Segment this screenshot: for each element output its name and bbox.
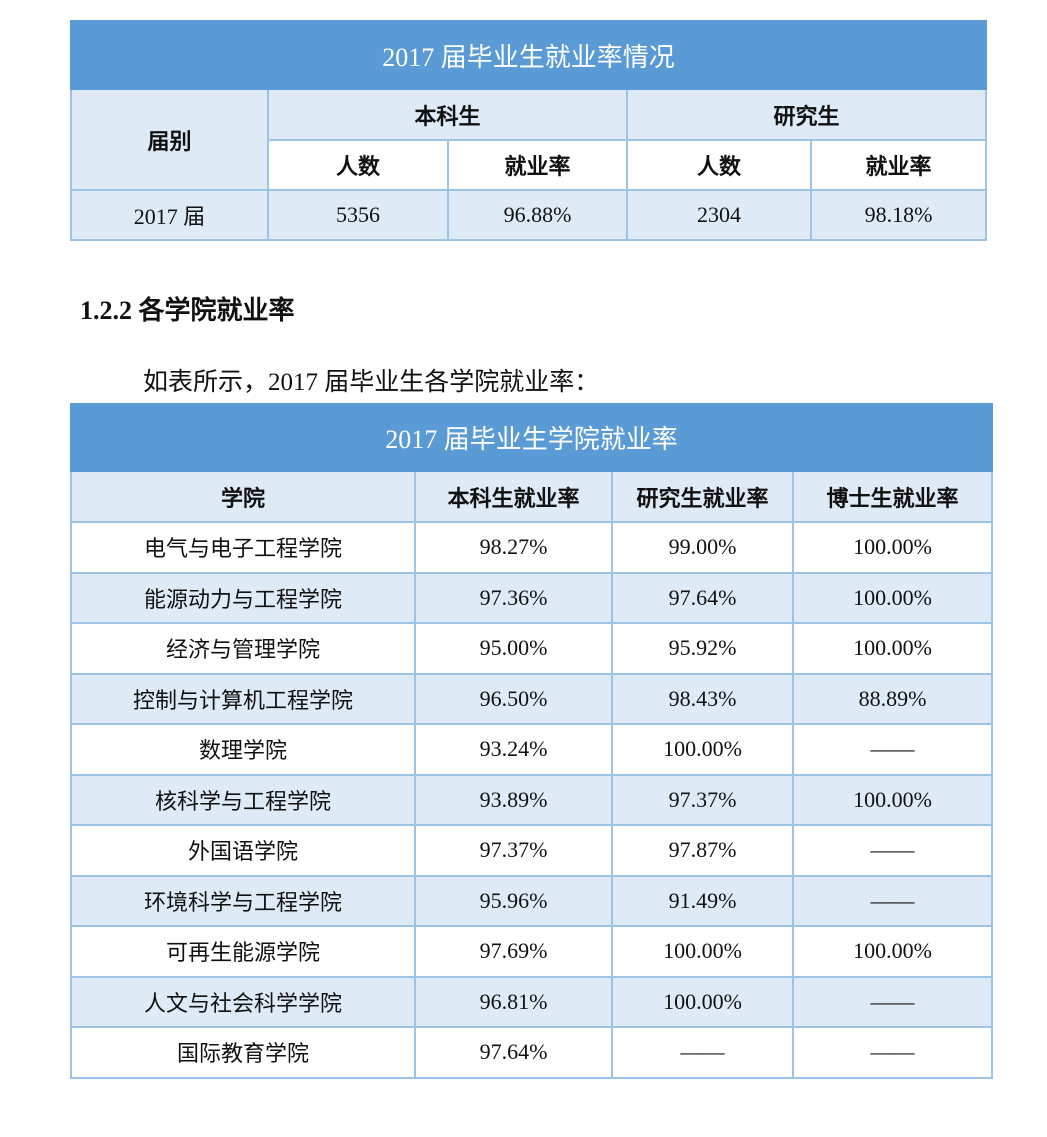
table-row: 外国语学院 97.37% 97.87% —— (70, 824, 994, 877)
table-cell: —— (791, 975, 994, 1028)
table-cell: 100.00% (611, 723, 794, 776)
column-header: 研究生就业率 (611, 470, 794, 523)
section-heading: 1.2.2 各学院就业率 (80, 296, 295, 325)
table-row: 电气与电子工程学院 98.27% 99.00% 100.00% (70, 521, 994, 574)
table-cell: 96.81% (414, 975, 613, 1028)
table-cell: 97.64% (611, 571, 794, 624)
table-cell: 97.69% (414, 925, 613, 978)
table-row: 2017 届 5356 96.88% 2304 98.18% (70, 189, 988, 241)
table-cell: 100.00% (791, 773, 994, 826)
table-cell: 核科学与工程学院 (70, 773, 416, 826)
table-cell: 95.96% (414, 874, 613, 927)
table-cell: 88.89% (791, 672, 994, 725)
paragraph: 如表所示，2017 届毕业生各学院就业率： (143, 369, 600, 396)
table-row: 可再生能源学院 97.69% 100.00% 100.00% (70, 925, 994, 978)
row-header: 届别 (70, 88, 269, 191)
table-cell: 99.00% (611, 521, 794, 574)
table-cell: 环境科学与工程学院 (70, 874, 416, 927)
table-cell: 95.92% (611, 622, 794, 675)
table-cell: 98.18% (809, 189, 988, 241)
table-row: 核科学与工程学院 93.89% 97.37% 100.00% (70, 773, 994, 826)
table-cell: 经济与管理学院 (70, 622, 416, 675)
sub-header: 人数 (626, 139, 812, 191)
table-cell: 96.88% (447, 189, 628, 241)
table-row: 国际教育学院 97.64% —— —— (70, 1026, 994, 1079)
sub-header: 人数 (267, 139, 449, 191)
college-table: 2017 届毕业生学院就业率 学院 本科生就业率 研究生就业率 博士生就业率 电气与电子… (69, 403, 994, 1079)
table-cell: 95.00% (414, 622, 613, 675)
table-cell: 电气与电子工程学院 (70, 521, 416, 574)
table-cell: 91.49% (611, 874, 794, 927)
table-cell: 100.00% (611, 975, 794, 1028)
table-cell: 100.00% (791, 925, 994, 978)
table-cell: 能源动力与工程学院 (70, 571, 416, 624)
sub-header: 就业率 (809, 139, 988, 191)
employment-table: 2017 届毕业生就业率情况 届别 本科生 研究生 人数 就业率 人数 就业率 … (69, 20, 988, 241)
table-cell: 97.37% (611, 773, 794, 826)
table-cell: —— (611, 1026, 794, 1079)
table-cell: 2017 届 (70, 189, 269, 241)
table-cell: 100.00% (791, 622, 994, 675)
table-cell: 100.00% (791, 571, 994, 624)
table-cell: 控制与计算机工程学院 (70, 672, 416, 725)
table-cell: 98.27% (414, 521, 613, 574)
column-header: 本科生就业率 (414, 470, 613, 523)
table-cell: —— (791, 723, 994, 776)
table-cell: —— (791, 824, 994, 877)
table-cell: —— (791, 874, 994, 927)
table-row: 控制与计算机工程学院 96.50% 98.43% 88.89% (70, 672, 994, 725)
table-row: 人文与社会科学学院 96.81% 100.00% —— (70, 975, 994, 1028)
table-cell: 93.89% (414, 773, 613, 826)
table-row: 经济与管理学院 95.00% 95.92% 100.00% (70, 622, 994, 675)
table-cell: 96.50% (414, 672, 613, 725)
table-row: 能源动力与工程学院 97.36% 97.64% 100.00% (70, 571, 994, 624)
table-cell: 100.00% (791, 521, 994, 574)
column-header: 学院 (70, 470, 416, 523)
table-title: 2017 届毕业生就业率情况 (69, 20, 988, 90)
table-cell: 2304 (626, 189, 812, 241)
column-header: 博士生就业率 (791, 470, 994, 523)
group-header: 研究生 (625, 88, 988, 141)
table-cell: 可再生能源学院 (70, 925, 416, 978)
sub-header: 就业率 (447, 139, 628, 191)
table-cell: 5356 (267, 189, 449, 241)
header-row: 学院 本科生就业率 研究生就业率 博士生就业率 (70, 470, 994, 523)
table-cell: —— (791, 1026, 994, 1079)
table-cell: 国际教育学院 (70, 1026, 416, 1079)
table-cell: 外国语学院 (70, 824, 416, 877)
table-cell: 100.00% (611, 925, 794, 978)
table-cell: 93.24% (414, 723, 613, 776)
table-cell: 97.37% (414, 824, 613, 877)
table-cell: 98.43% (611, 672, 794, 725)
group-header: 本科生 (267, 88, 628, 141)
table-cell: 97.36% (414, 571, 613, 624)
table-cell: 数理学院 (70, 723, 416, 776)
table-cell: 人文与社会科学学院 (70, 975, 416, 1028)
table-row: 环境科学与工程学院 95.96% 91.49% —— (70, 874, 994, 927)
table-title: 2017 届毕业生学院就业率 (69, 403, 994, 472)
table-row: 数理学院 93.24% 100.00% —— (70, 723, 994, 776)
table-cell: 97.87% (611, 824, 794, 877)
table-cell: 97.64% (414, 1026, 613, 1079)
